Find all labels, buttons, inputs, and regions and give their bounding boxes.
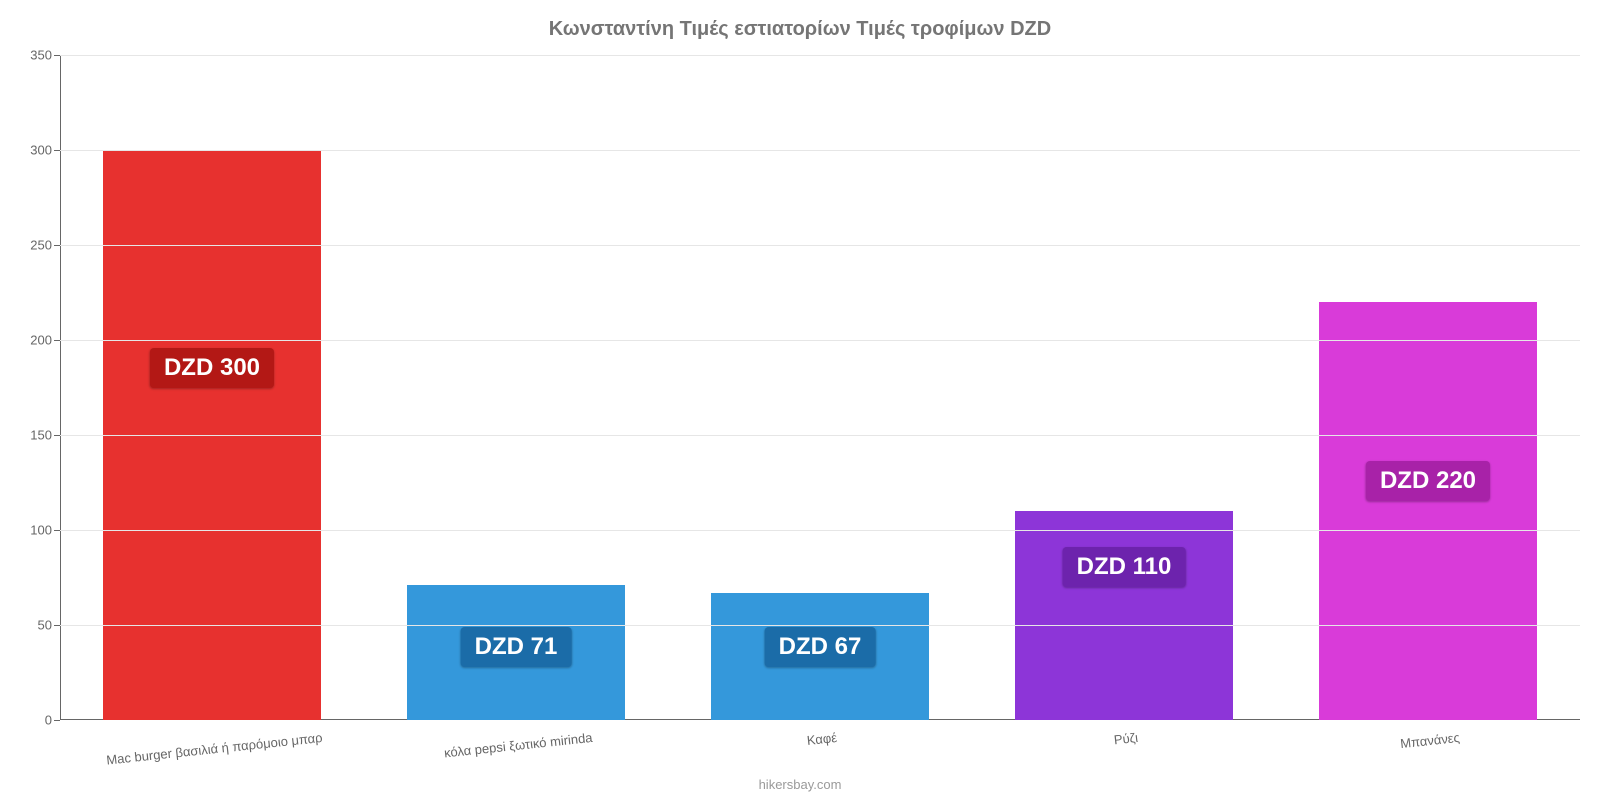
gridline (60, 435, 1580, 436)
xtick-label: κόλα pepsi ξωτικό mirinda (442, 720, 593, 760)
gridline (60, 55, 1580, 56)
bar-value-badge: DZD 67 (765, 627, 876, 667)
gridline (60, 340, 1580, 341)
plot-area: DZD 300Mac burger βασιλιά ή παρόμοιο μπα… (60, 55, 1580, 720)
bars-group: DZD 300Mac burger βασιλιά ή παρόμοιο μπα… (60, 55, 1580, 720)
ytick-label: 150 (30, 428, 60, 443)
gridline (60, 150, 1580, 151)
ytick-label: 200 (30, 333, 60, 348)
xtick-label: Μπανάνες (1398, 720, 1460, 751)
bar-value-badge: DZD 300 (150, 348, 274, 388)
ytick-label: 50 (38, 618, 60, 633)
gridline (60, 530, 1580, 531)
bar-value-badge: DZD 220 (1366, 461, 1490, 501)
bar: DZD 67 (711, 593, 930, 720)
ytick-label: 100 (30, 523, 60, 538)
ytick-label: 0 (45, 713, 60, 728)
bar: DZD 220 (1319, 302, 1538, 720)
bar-slot: DZD 110Ρύζι (972, 55, 1276, 720)
xtick-label: Ρύζι (1112, 720, 1139, 747)
ytick-label: 300 (30, 143, 60, 158)
bar-slot: DZD 220Μπανάνες (1276, 55, 1580, 720)
xtick-label: Mac burger βασιλιά ή παρόμοιο μπαρ (105, 720, 324, 768)
ytick-label: 250 (30, 238, 60, 253)
bar: DZD 71 (407, 585, 626, 720)
bar-slot: DZD 67Καφέ (668, 55, 972, 720)
gridline (60, 625, 1580, 626)
bar-value-badge: DZD 110 (1063, 547, 1186, 587)
chart-title: Κωνσταντίνη Τιμές εστιατορίων Τιμές τροφ… (0, 0, 1600, 41)
ytick-label: 350 (30, 48, 60, 63)
bar-slot: DZD 71κόλα pepsi ξωτικό mirinda (364, 55, 668, 720)
chart-container: Κωνσταντίνη Τιμές εστιατορίων Τιμές τροφ… (0, 0, 1600, 800)
bar-slot: DZD 300Mac burger βασιλιά ή παρόμοιο μπα… (60, 55, 364, 720)
attribution-text: hikersbay.com (759, 777, 842, 792)
gridline (60, 245, 1580, 246)
bar: DZD 110 (1015, 511, 1234, 720)
xtick-label: Καφέ (805, 720, 838, 748)
bar-value-badge: DZD 71 (461, 627, 572, 667)
